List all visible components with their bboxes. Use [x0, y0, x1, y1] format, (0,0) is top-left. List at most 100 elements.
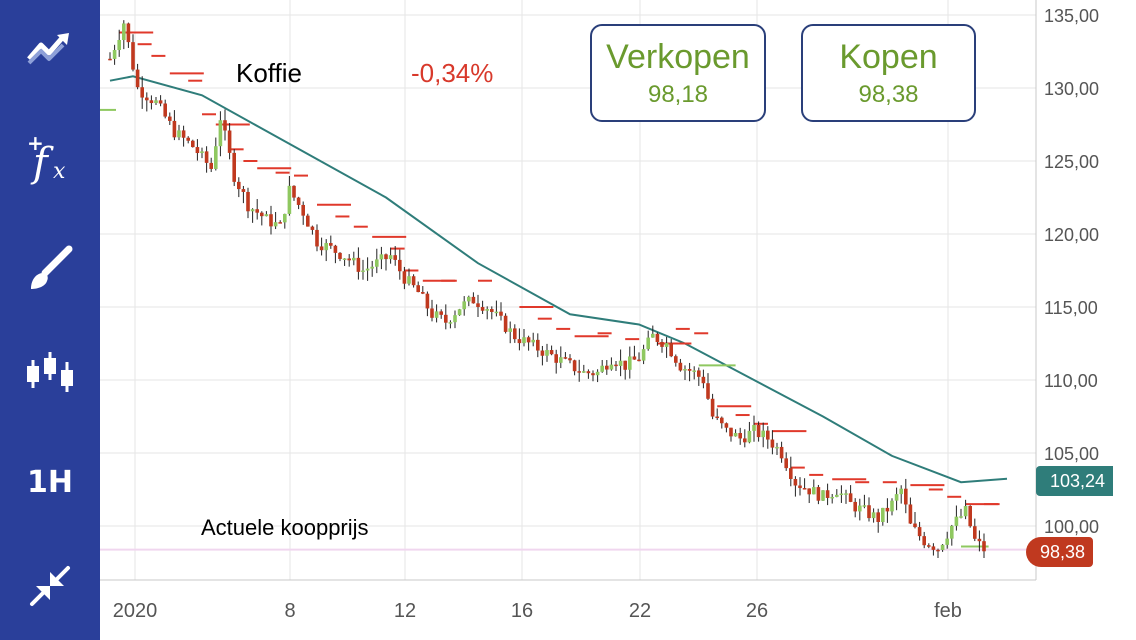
y-tick-label: 105,00 — [1044, 444, 1099, 464]
candle-body — [784, 458, 788, 469]
candle-body — [163, 103, 167, 117]
candle-body — [135, 69, 140, 88]
candle-body — [471, 296, 476, 304]
candle-body — [798, 485, 802, 489]
candle-body — [982, 541, 986, 552]
candle-body — [338, 252, 342, 259]
candle-body — [724, 423, 729, 428]
candle-body — [181, 130, 186, 138]
candle-body — [904, 488, 908, 505]
candle-body — [885, 507, 890, 512]
candle-body — [421, 292, 425, 294]
candle-body — [250, 209, 255, 212]
candle-body — [715, 416, 719, 419]
indicators-button[interactable]: + f x — [0, 118, 100, 198]
candle-body — [379, 254, 384, 260]
candle-body — [108, 58, 112, 61]
candle-body — [287, 185, 292, 214]
candle-body — [706, 383, 710, 399]
buy-button[interactable]: Kopen 98,38 — [801, 24, 976, 122]
current-price-tag: 98,38 — [1026, 537, 1094, 567]
candlestick-icon — [27, 352, 73, 392]
svg-text:f: f — [30, 140, 54, 186]
fullscreen-toggle-button[interactable] — [0, 546, 100, 626]
candle-body — [485, 309, 489, 311]
candle-body — [577, 371, 581, 373]
candle-body — [862, 505, 867, 507]
candle-body — [655, 333, 660, 342]
candle-body — [936, 549, 940, 552]
candle-body — [917, 527, 922, 537]
timeframe-button[interactable]: 1H — [0, 442, 100, 522]
candle-body — [536, 339, 540, 351]
price-chart[interactable]: 135,00 130,00 125,00 120,00 115,00 110,00 105,… — [100, 0, 1136, 640]
candle-body — [637, 359, 641, 362]
candle-body — [186, 137, 190, 141]
candle-body — [876, 512, 880, 522]
chart-grid — [100, 0, 1036, 580]
candle-body — [209, 162, 213, 169]
candle-body — [678, 362, 683, 371]
candle-body — [821, 490, 825, 501]
x-tick-label: 22 — [629, 600, 651, 622]
candle-body — [273, 222, 278, 227]
candle-body — [950, 525, 954, 539]
candle-body — [204, 151, 209, 163]
candles-button[interactable] — [0, 332, 100, 412]
axes-layer: 135,00 130,00 125,00 120,00 115,00 110,00 105,… — [100, 0, 1099, 622]
candle-body — [940, 544, 945, 551]
candle-body — [508, 328, 512, 332]
candle-body — [867, 505, 871, 519]
candle-body — [384, 254, 388, 260]
candle-body — [701, 376, 706, 384]
candle-body — [439, 311, 443, 315]
buy-price: 98,38 — [858, 81, 919, 108]
candle-body — [595, 371, 600, 376]
candle-body — [140, 87, 144, 98]
candle-body — [145, 97, 149, 101]
candle-body — [503, 315, 508, 332]
candle-body — [356, 257, 361, 272]
candle-body — [269, 214, 273, 227]
candle-body — [292, 185, 296, 198]
candle-body — [444, 314, 448, 323]
candle-body — [494, 311, 499, 314]
drawing-tools-button[interactable] — [0, 228, 100, 308]
candle-body — [853, 501, 857, 512]
candle-body — [255, 209, 259, 213]
y-tick-label: 110,00 — [1044, 371, 1098, 391]
candle-body — [370, 266, 374, 269]
candle-body — [623, 360, 627, 370]
candle-body — [448, 322, 453, 324]
candle-body — [954, 516, 959, 526]
candle-body — [973, 526, 977, 539]
candle-body — [513, 328, 517, 340]
candle-body — [871, 512, 876, 519]
y-tick-label: 135,00 — [1044, 6, 1099, 26]
candle-body — [191, 140, 195, 148]
sell-label: Verkopen — [606, 38, 750, 76]
candle-body — [172, 120, 177, 138]
candle-body — [807, 488, 811, 495]
candle-body — [411, 276, 416, 286]
candle-body — [310, 226, 315, 230]
candle-body — [407, 276, 411, 284]
candle-body — [112, 49, 117, 59]
candle-body — [237, 181, 241, 190]
candle-body — [816, 487, 821, 501]
candle-body — [835, 494, 839, 497]
candle-body — [347, 258, 351, 261]
candle-body — [480, 307, 485, 311]
candle-body — [729, 427, 733, 437]
function-fx-icon: + f x — [27, 131, 66, 186]
candle-body — [775, 446, 779, 449]
chart-type-button[interactable] — [0, 8, 100, 88]
instrument-name: Koffie — [236, 58, 303, 88]
candle-body — [890, 500, 894, 512]
candle-body — [375, 259, 379, 267]
candle-body — [789, 468, 793, 479]
candle-body — [977, 538, 982, 542]
candle-body — [154, 100, 158, 104]
sell-button[interactable]: Verkopen 98,18 — [590, 24, 766, 122]
x-tick-label: 16 — [511, 600, 533, 622]
